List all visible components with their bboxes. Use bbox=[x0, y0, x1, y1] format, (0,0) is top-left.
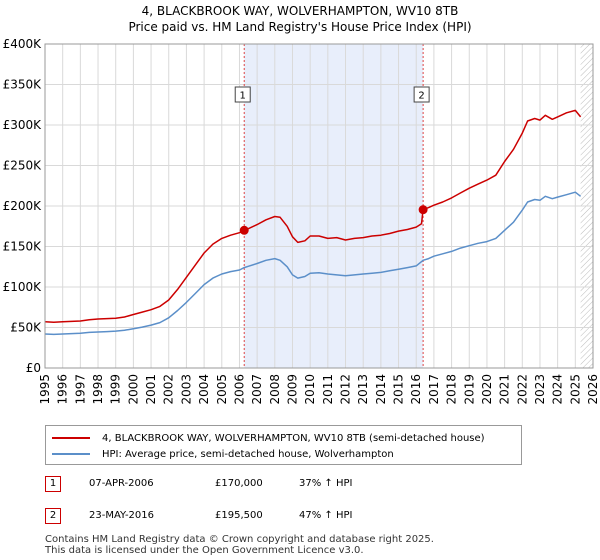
x-tick-label: 2012 bbox=[339, 374, 353, 405]
legend-swatch-property bbox=[52, 437, 90, 439]
x-tick-label: 2002 bbox=[162, 374, 176, 405]
chart-subtitle: Price paid vs. HM Land Registry's House … bbox=[128, 20, 472, 34]
x-tick-label: 2024 bbox=[551, 374, 565, 405]
marker-badge-label: 1 bbox=[240, 91, 246, 102]
transaction-hpi-change: 47% ↑ HPI bbox=[299, 510, 353, 521]
legend-item-property: 4, BLACKBROOK WAY, WOLVERHAMPTON, WV10 8… bbox=[52, 431, 485, 445]
x-tick-label: 1996 bbox=[56, 374, 70, 405]
x-tick-label: 2021 bbox=[498, 374, 512, 405]
x-tick-label: 2004 bbox=[197, 374, 211, 405]
y-tick-label: £0 bbox=[26, 361, 41, 375]
sale-point-marker bbox=[239, 225, 249, 235]
x-tick-label: 2017 bbox=[427, 374, 441, 405]
x-tick-label: 2009 bbox=[285, 374, 299, 405]
x-tick-label: 2005 bbox=[215, 374, 229, 405]
y-tick-label: £250K bbox=[3, 159, 43, 173]
legend-label-hpi: HPI: Average price, semi-detached house,… bbox=[102, 448, 394, 460]
transaction-number-badge: 2 bbox=[45, 508, 61, 524]
transaction-price: £195,500 bbox=[215, 510, 263, 521]
marker-badge bbox=[413, 86, 430, 103]
x-tick-label: 2013 bbox=[356, 374, 370, 405]
transaction-number-badge: 1 bbox=[45, 476, 61, 492]
x-tick-label: 2015 bbox=[392, 374, 406, 405]
hpi-series-line bbox=[44, 191, 582, 336]
plot-border bbox=[44, 43, 594, 369]
footer-licence: This data is licensed under the Open Gov… bbox=[45, 545, 364, 556]
x-tick-label: 2007 bbox=[250, 374, 264, 405]
y-tick-label: £200K bbox=[3, 199, 43, 213]
x-tick-label: 2006 bbox=[232, 374, 246, 405]
y-tick-label: £350K bbox=[3, 78, 43, 92]
price-chart: £0 £50K £100K £150K £200K £250K £300K £350K £400… bbox=[3, 37, 600, 405]
footer-copyright: Contains HM Land Registry data © Crown c… bbox=[45, 534, 434, 545]
y-tick-label: £150K bbox=[3, 240, 43, 254]
x-tick-label: 2026 bbox=[586, 374, 600, 405]
x-tick-label: 2023 bbox=[533, 374, 547, 405]
legend-swatch-hpi bbox=[52, 453, 90, 455]
transaction-date: 07-APR-2006 bbox=[89, 478, 154, 489]
x-tick-label: 1997 bbox=[73, 374, 87, 405]
x-tick-label: 2019 bbox=[462, 374, 476, 405]
y-tick-label: £300K bbox=[3, 118, 43, 132]
x-tick-label: 1999 bbox=[109, 374, 123, 405]
legend: 4, BLACKBROOK WAY, WOLVERHAMPTON, WV10 8… bbox=[45, 425, 522, 465]
sale-point-marker bbox=[418, 205, 428, 215]
x-tick-label: 2000 bbox=[126, 374, 140, 405]
x-tick-label: 2025 bbox=[568, 374, 582, 405]
chart-title: 4, BLACKBROOK WAY, WOLVERHAMPTON, WV10 8… bbox=[141, 4, 459, 18]
transaction-hpi-change: 37% ↑ HPI bbox=[299, 478, 353, 489]
x-tick-label: 2003 bbox=[179, 374, 193, 405]
y-tick-label: £100K bbox=[3, 280, 43, 294]
legend-label-property: 4, BLACKBROOK WAY, WOLVERHAMPTON, WV10 8… bbox=[102, 432, 485, 444]
x-tick-label: 2001 bbox=[144, 374, 158, 405]
transaction-price: £170,000 bbox=[215, 478, 263, 489]
x-tick-label: 2018 bbox=[445, 374, 459, 405]
marker-badge bbox=[234, 86, 251, 103]
transaction-date: 23-MAY-2016 bbox=[89, 510, 155, 521]
x-tick-label: 2020 bbox=[480, 374, 494, 405]
x-tick-label: 2011 bbox=[321, 374, 335, 405]
x-tick-label: 2008 bbox=[268, 374, 282, 405]
y-tick-label: £400K bbox=[3, 37, 43, 51]
y-tick-label: £50K bbox=[10, 321, 42, 335]
property-series-line bbox=[44, 109, 582, 323]
x-tick-label: 2022 bbox=[515, 374, 529, 405]
x-tick-label: 2010 bbox=[303, 374, 317, 405]
marker-badge-label: 2 bbox=[418, 91, 424, 102]
x-tick-label: 2016 bbox=[409, 374, 423, 405]
x-tick-label: 1998 bbox=[91, 374, 105, 405]
x-tick-label: 2014 bbox=[374, 374, 388, 405]
x-tick-label: 1995 bbox=[38, 374, 52, 405]
legend-item-hpi: HPI: Average price, semi-detached house,… bbox=[52, 447, 394, 461]
